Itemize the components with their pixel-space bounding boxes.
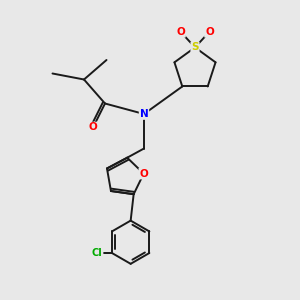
Text: Cl: Cl [92,248,102,258]
Text: O: O [205,27,214,37]
Text: S: S [191,42,199,52]
Text: N: N [140,109,148,119]
Text: O: O [139,169,148,178]
Text: O: O [176,27,185,37]
Text: O: O [88,122,98,133]
